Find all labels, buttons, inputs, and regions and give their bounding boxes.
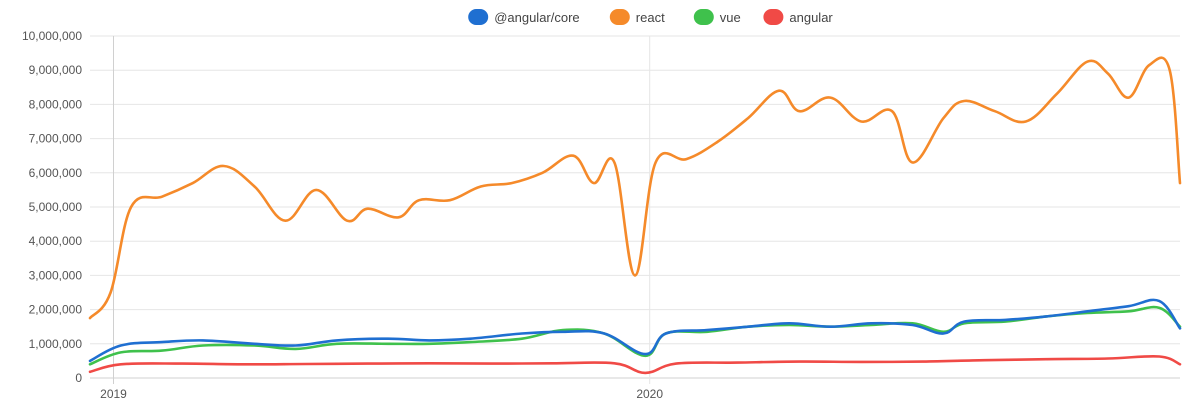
series-line-angular	[88, 354, 1182, 375]
legend-swatch	[468, 9, 489, 25]
series-line-react	[88, 56, 1182, 320]
series-line-vue	[88, 305, 1182, 366]
legend-item[interactable]: vue	[693, 9, 741, 25]
legend-label: angular	[789, 10, 833, 25]
series-line-angular-core	[88, 298, 1182, 363]
legend-item[interactable]: angular	[763, 9, 833, 25]
y-tick-label: 5,000,000	[29, 200, 83, 214]
legend-item[interactable]: react	[609, 9, 665, 25]
legend-swatch	[609, 9, 630, 25]
y-tick-label: 1,000,000	[29, 337, 83, 351]
y-tick-label: 9,000,000	[29, 63, 83, 77]
y-axis-ticks: 0 1,000,000 2,000,000 3,000,000 4,000,000 5,0…	[22, 29, 82, 385]
legend-label: @angular/core	[494, 10, 579, 25]
x-axis: 2019 2020	[100, 36, 663, 401]
y-tick-label: 4,000,000	[29, 234, 83, 248]
plot-area	[88, 56, 1182, 375]
legend-swatch	[763, 9, 784, 25]
y-tick-label: 10,000,000	[22, 29, 82, 43]
legend-swatch	[693, 9, 714, 25]
y-tick-label: 0	[75, 371, 82, 385]
legend-label: vue	[720, 10, 741, 25]
legend-label: react	[636, 10, 665, 25]
legend-item[interactable]: @angular/core	[468, 9, 580, 25]
x-tick-label: 2019	[100, 387, 127, 401]
y-tick-label: 3,000,000	[29, 268, 83, 282]
y-gridlines	[90, 35, 1180, 379]
chart-legend: @angular/core react vue angular	[468, 9, 833, 25]
y-tick-label: 7,000,000	[29, 132, 83, 146]
y-tick-label: 8,000,000	[29, 97, 83, 111]
y-tick-label: 6,000,000	[29, 166, 83, 180]
y-tick-label: 2,000,000	[29, 303, 83, 317]
x-tick-label: 2020	[636, 387, 663, 401]
